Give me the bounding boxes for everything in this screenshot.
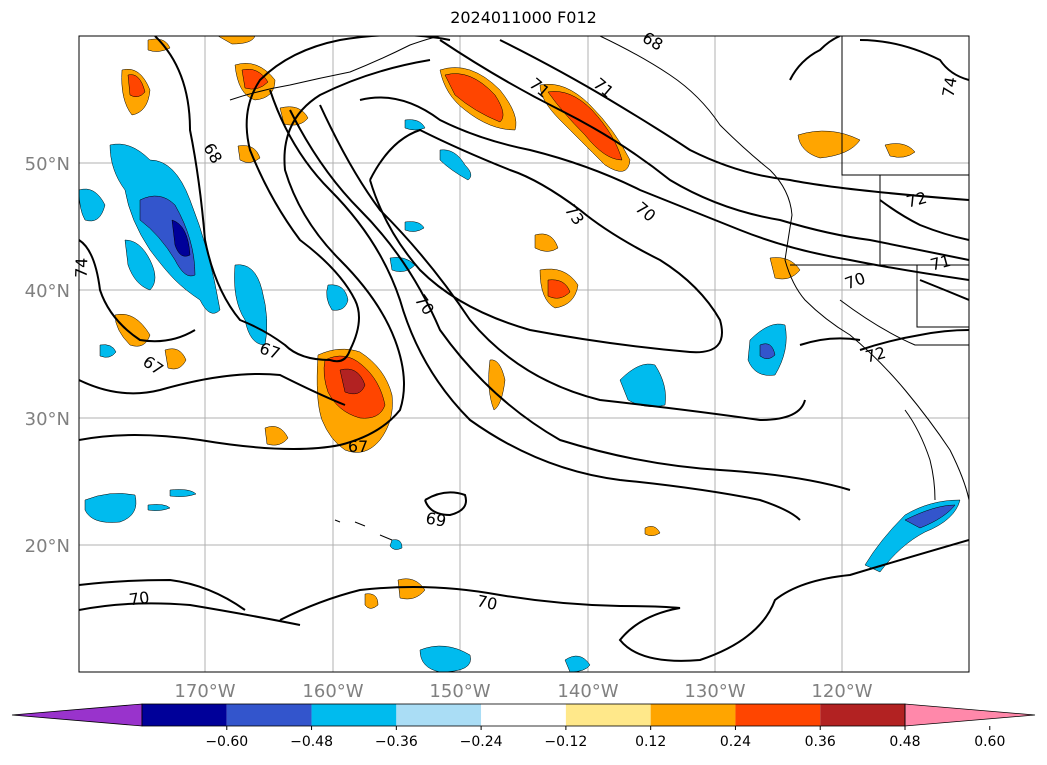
contour-label: 69	[424, 508, 447, 530]
contour-label: 70	[475, 591, 499, 614]
lat-label: 50°N	[25, 154, 70, 175]
contour-label: 72	[863, 343, 888, 367]
lon-label: 140°W	[557, 681, 618, 702]
lon-label: 130°W	[684, 681, 745, 702]
colorbar-tick-label: 0.24	[720, 734, 751, 750]
colorbar-tick-label: 0.48	[889, 734, 920, 750]
lat-label: 40°N	[25, 281, 70, 302]
colorbar-segment	[396, 704, 482, 726]
map-frame	[78, 35, 970, 673]
contour-label: 74	[938, 75, 960, 98]
map-title: 2024011000 F012	[450, 8, 597, 27]
lat-label: 30°N	[25, 409, 70, 430]
contour-label: 73	[561, 201, 588, 229]
colorbar-tick-label: 0.36	[805, 734, 836, 750]
coastlines	[229, 36, 969, 541]
contour-label: 71	[590, 74, 618, 102]
lon-label: 120°W	[811, 681, 872, 702]
contour-label: 74	[72, 257, 92, 278]
colorbar-border	[141, 703, 906, 727]
colorbar-segment	[735, 704, 821, 726]
lon-label: 150°W	[429, 681, 490, 702]
colorbar-segment	[820, 704, 905, 726]
colorbar-segment	[311, 704, 397, 726]
positive-shading	[114, 36, 916, 609]
lon-label: 170°W	[174, 681, 235, 702]
colorbar-segment	[650, 704, 736, 726]
colorbar-tick-label: −0.12	[544, 734, 587, 750]
colorbar-tick-label: 0.12	[635, 734, 666, 750]
colorbar-extension-high	[904, 703, 1036, 727]
negative-shading	[79, 119, 961, 672]
colorbar-segment	[481, 704, 566, 726]
longitude-labels: 170°W 160°W 150°W 140°W 130°W 120°W	[174, 681, 872, 702]
colorbar-segment	[565, 704, 651, 726]
height-contours	[79, 36, 969, 662]
colorbar-segment	[226, 704, 312, 726]
colorbar-tick-label: −0.36	[375, 734, 418, 750]
colorbar-extension-low	[11, 703, 143, 727]
lat-label: 20°N	[25, 536, 70, 557]
colorbar-tick-label: −0.24	[460, 734, 503, 750]
contour-label: 72	[904, 188, 929, 212]
contour-label: 67	[139, 352, 167, 379]
gridlines	[79, 36, 969, 672]
contour-label: 70	[632, 198, 660, 226]
latitude-labels: 50°N 40°N 30°N 20°N	[25, 154, 70, 557]
colorbar-segment	[142, 704, 227, 726]
map-area	[79, 36, 969, 672]
colorbar-tick-label: −0.60	[205, 734, 248, 750]
contour-label: 71	[928, 251, 953, 275]
colorbar-tick-label: 0.60	[974, 734, 1005, 750]
contour-label: 67	[348, 437, 368, 456]
contour-label: 68	[639, 28, 666, 55]
contour-label: 70	[128, 588, 151, 610]
colorbar-tick-label: −0.48	[290, 734, 333, 750]
colorbar: −0.60 −0.48 −0.36 −0.24 −0.12 0.12 0.24 0.36 0.4…	[11, 703, 1036, 750]
lon-label: 160°W	[302, 681, 363, 702]
